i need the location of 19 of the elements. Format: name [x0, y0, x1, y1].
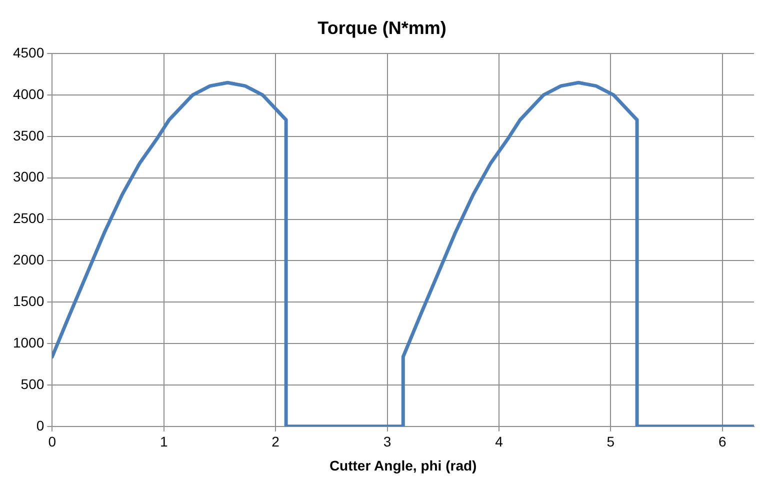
- x-tick-label: 0: [48, 434, 56, 450]
- x-tick-label: 1: [160, 434, 168, 450]
- x-tick-label: 6: [718, 434, 726, 450]
- y-tick-label: 1000: [12, 334, 44, 350]
- y-tick-label: 4000: [12, 86, 44, 102]
- y-tick-label: 3000: [12, 168, 44, 185]
- y-tick-label: 500: [20, 376, 44, 392]
- x-axis-title: Cutter Angle, phi (rad): [329, 457, 477, 474]
- x-tick-label: 2: [272, 434, 280, 450]
- y-tick-label: 1500: [12, 292, 44, 309]
- y-tick-label: 2500: [12, 210, 44, 226]
- x-tick-label: 5: [606, 434, 615, 450]
- y-tick-label: 4500: [12, 44, 44, 60]
- chart-title: Torque (N*mm): [318, 18, 446, 38]
- x-tick-label: 4: [495, 434, 504, 450]
- y-tick-label: 2000: [12, 252, 44, 268]
- x-tick-label: 3: [383, 434, 392, 450]
- y-tick-label: 3500: [12, 127, 44, 144]
- y-tick-label: 0: [36, 417, 44, 434]
